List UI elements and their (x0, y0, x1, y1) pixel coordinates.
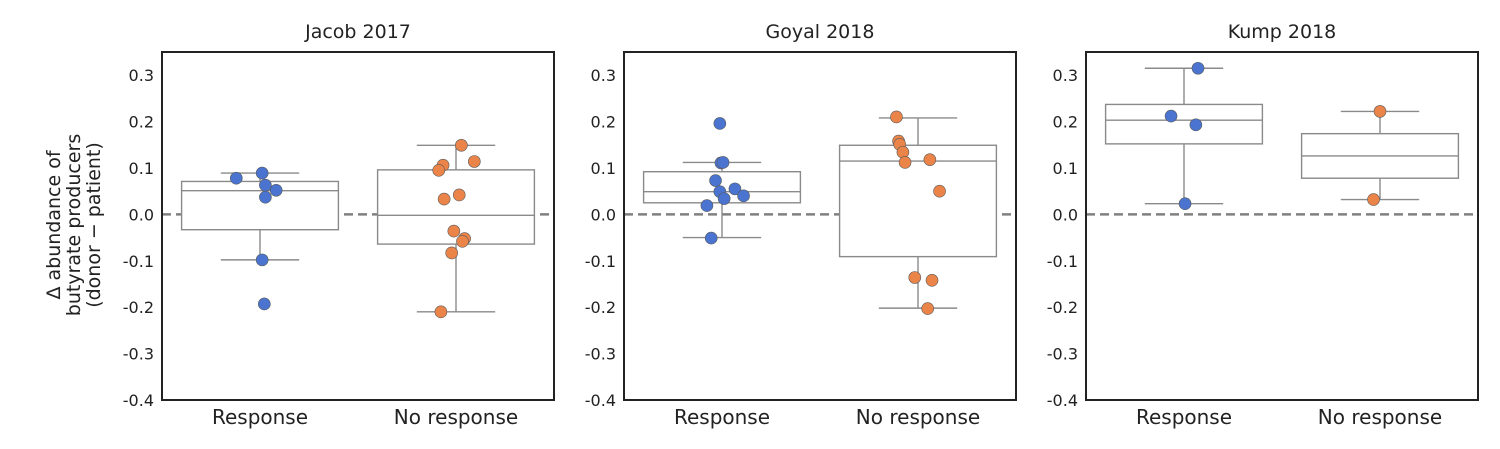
point-no-response (1367, 193, 1380, 206)
x-tick-label: Response (212, 405, 308, 429)
y-tick-label: -0.2 (1047, 298, 1078, 317)
point-response (737, 189, 750, 203)
point-response (1164, 109, 1178, 123)
y-axis-label: Δ abundance of butyrate producers (donor… (43, 134, 105, 316)
point-no-response (452, 188, 466, 202)
point-response (704, 231, 718, 245)
point-response (258, 297, 271, 311)
y-axis-label-line-3: (donor − patient) (83, 142, 105, 308)
x-tick-label: No response (856, 405, 980, 429)
panels: Jacob 2017 -0.4 -0.3 -0.2 -0.1 0.0 0.1 0.2 0.3 Re… (123, 21, 1479, 429)
point-no-response (447, 224, 461, 238)
point-response (716, 156, 730, 169)
point-response (1178, 197, 1192, 211)
y-tick-label: 0.0 (129, 205, 154, 224)
y-axis-label-line-1: Δ abundance of (43, 149, 65, 299)
y-tick-label: 0.1 (591, 159, 616, 178)
y-tick-label: 0.1 (129, 159, 154, 178)
y-tick-label: -0.2 (123, 298, 154, 317)
axes-frame (623, 51, 1017, 401)
box-iqr (180, 180, 340, 231)
y-tick-label: 0.2 (591, 113, 616, 132)
y-tick-label: 0.2 (1053, 113, 1078, 132)
point-no-response (890, 110, 903, 124)
point-no-response (432, 164, 446, 177)
y-tick-label: 0.0 (1053, 205, 1078, 224)
point-no-response (456, 235, 469, 248)
point-no-response (921, 302, 935, 315)
x-tick-label: No response (394, 405, 518, 429)
y-tick-label: -0.1 (585, 252, 616, 271)
point-no-response (434, 305, 448, 319)
point-response (269, 183, 283, 197)
y-tick-label: -0.3 (123, 345, 154, 364)
point-response (713, 117, 727, 130)
y-tick-label: 0.3 (1053, 66, 1078, 85)
axes-frame (1085, 51, 1479, 401)
point-response (728, 182, 742, 196)
panel-title: Kump 2018 (1228, 21, 1337, 43)
panel-title: Jacob 2017 (304, 21, 411, 43)
point-no-response (898, 156, 912, 169)
point-no-response (437, 192, 451, 206)
point-no-response (896, 145, 910, 159)
panel-2: Goyal 2018 -0.4 -0.3 -0.2 -0.1 0.0 0.1 0.2 0.3 Re… (585, 21, 1017, 429)
point-response (717, 192, 731, 205)
x-tick-label: Response (1136, 405, 1232, 429)
y-tick-label: -0.4 (123, 391, 154, 410)
y-tick-label: -0.4 (1047, 391, 1078, 410)
y-tick-label: -0.2 (585, 298, 616, 317)
x-tick-label: No response (1318, 405, 1442, 429)
point-no-response (468, 155, 481, 168)
point-no-response (1373, 105, 1387, 118)
point-no-response (908, 271, 922, 284)
box-response (1104, 67, 1264, 205)
panel-3: Kump 2018 -0.4 -0.3 -0.2 -0.1 0.0 0.1 0.2 0.3 Res… (1047, 21, 1479, 429)
point-response (1191, 61, 1205, 75)
y-tick-label: -0.1 (123, 252, 154, 271)
panel-title: Goyal 2018 (766, 21, 875, 43)
y-tick-label: -0.3 (585, 345, 616, 364)
point-response (259, 190, 272, 204)
x-tick-label: Response (674, 405, 770, 429)
panel-1: Jacob 2017 -0.4 -0.3 -0.2 -0.1 0.0 0.1 0.2 0.3 Re… (123, 21, 555, 429)
y-axis-label-line-2: butyrate producers (63, 134, 85, 316)
point-response (259, 178, 272, 192)
box-iqr (1104, 103, 1264, 145)
y-tick-label: 0.2 (129, 113, 154, 132)
box-no-response (1300, 110, 1460, 201)
y-tick-label: 0.3 (129, 66, 154, 85)
point-no-response (445, 246, 458, 260)
point-no-response (933, 184, 946, 198)
point-response (1189, 118, 1203, 132)
point-response (255, 166, 269, 180)
axes-frame (161, 51, 555, 401)
point-no-response (455, 138, 468, 152)
point-response (229, 171, 243, 185)
point-response (255, 253, 269, 267)
box-iqr (838, 144, 998, 258)
point-no-response (925, 273, 939, 287)
box-response (180, 172, 340, 261)
y-tick-label: -0.3 (1047, 345, 1078, 364)
point-response (700, 199, 714, 212)
y-tick-label: -0.1 (1047, 252, 1078, 271)
y-tick-label: -0.4 (585, 391, 616, 410)
point-response (709, 174, 722, 187)
y-tick-label: 0.1 (1053, 159, 1078, 178)
point-no-response (923, 153, 937, 166)
y-tick-label: 0.3 (591, 66, 616, 85)
y-tick-label: 0.0 (591, 205, 616, 224)
